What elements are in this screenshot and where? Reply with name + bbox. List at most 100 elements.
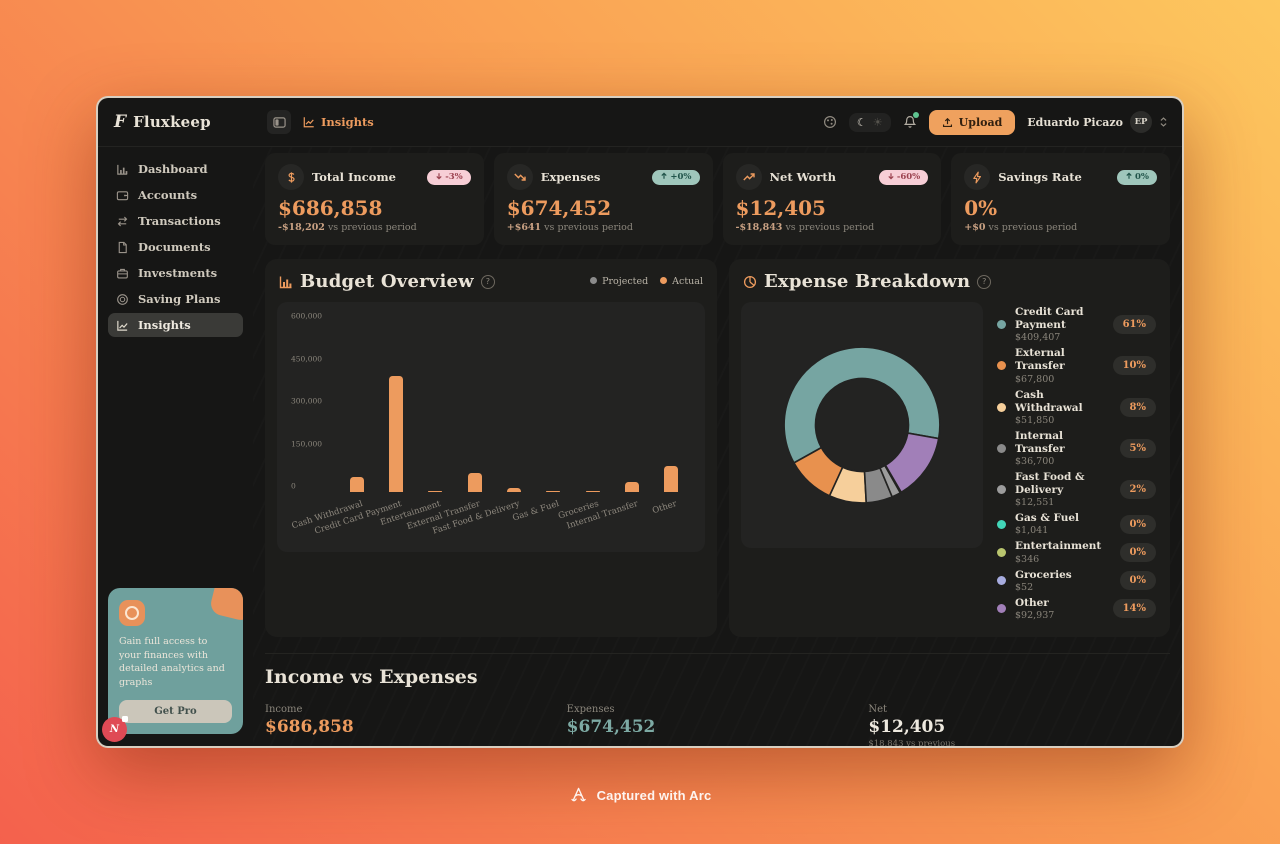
bar-plot	[337, 322, 691, 492]
expense-breakdown-card: Expense Breakdown ? Credit Card Payment $…	[729, 259, 1170, 637]
expense-percent-badge: 0%	[1119, 571, 1156, 591]
breadcrumb[interactable]: Insights	[303, 115, 374, 129]
y-tick-label: 0	[291, 481, 296, 491]
sidebar-item-label: Saving Plans	[138, 292, 221, 306]
stat-change-badge: 0%	[1117, 169, 1157, 185]
legend-dot	[997, 485, 1006, 495]
theme-toggle[interactable]: ☾ ☀	[848, 112, 891, 132]
sun-icon[interactable]: ☀	[872, 115, 883, 129]
bar-cash-withdrawal	[349, 477, 364, 492]
bar-chart-panel: 600,000 450,000 300,000 150,000 0 Cash Withd…	[277, 302, 705, 552]
stat-card-net-worth: Net Worth -60% $12,405 -$18,843 vs previous…	[722, 153, 942, 245]
stat-title: Savings Rate	[998, 170, 1082, 184]
legend-dot	[997, 361, 1006, 371]
expense-legend-row: Other $92,937 14%	[997, 595, 1156, 623]
expense-percent-badge: 14%	[1112, 599, 1156, 619]
donut-chart	[783, 346, 941, 504]
trend-up-icon	[735, 164, 762, 190]
collaborator-cursor-badge: N	[102, 716, 128, 742]
expense-legend-row: Internal Transfer $36,700 5%	[997, 428, 1156, 469]
sidebar-item-label: Insights	[138, 318, 191, 332]
stat-change-badge: +0%	[652, 169, 700, 185]
captured-with-arc: Captured with Arc	[569, 786, 712, 804]
expense-amount: $409,407	[1015, 332, 1061, 344]
get-pro-button[interactable]: Get Pro	[119, 700, 232, 723]
sidebar-item-saving-plans[interactable]: Saving Plans	[108, 287, 243, 311]
sidebar-item-transactions[interactable]: Transactions	[108, 209, 243, 233]
expense-name: Internal Transfer	[1015, 429, 1065, 455]
sidebar-toggle-button[interactable]	[267, 110, 291, 134]
expense-name: Gas & Fuel	[1015, 512, 1080, 525]
bar-slot	[455, 322, 494, 492]
bar-slot	[494, 322, 533, 492]
stat-subtext: -$18,202 vs previous period	[278, 222, 417, 233]
notifications-button[interactable]	[903, 112, 919, 129]
palette-icon[interactable]	[823, 115, 837, 129]
bar-groceries	[585, 490, 600, 492]
help-icon[interactable]: ?	[480, 274, 495, 289]
swap-arrows-icon	[116, 215, 129, 228]
sidebar-item-accounts[interactable]: Accounts	[108, 183, 243, 207]
legend-item-projected: Projected	[590, 276, 648, 287]
help-icon[interactable]: ?	[977, 274, 992, 289]
donut-slice-other	[884, 432, 940, 494]
expense-amount: $51,850	[1015, 414, 1055, 426]
expense-legend-row: External Transfer $67,800 10%	[997, 345, 1156, 386]
sidebar-item-label: Transactions	[138, 214, 221, 228]
bar-slot	[376, 322, 415, 492]
caption-text: Captured with Arc	[596, 787, 712, 803]
expense-legend-row: Credit Card Payment $409,407 61%	[997, 304, 1156, 345]
user-menu[interactable]: Eduardo Picazo EP	[1027, 111, 1168, 133]
sidebar-item-investments[interactable]: Investments	[108, 261, 243, 285]
moon-icon[interactable]: ☾	[856, 115, 867, 129]
expense-percent-badge: 0%	[1119, 514, 1156, 534]
stat-value: 0%	[964, 196, 998, 220]
expense-name: External Transfer	[1015, 347, 1065, 373]
stat-title: Net Worth	[769, 170, 837, 184]
chevron-up-down-icon	[1160, 117, 1167, 127]
income-vs-expenses-title: Income vs Expenses	[265, 665, 478, 688]
net-subtext: $18,843 vs previous	[868, 738, 956, 746]
expenses-label: Expenses	[566, 703, 615, 715]
expense-amount: $67,800	[1015, 373, 1055, 385]
expense-amount: $12,551	[1015, 497, 1055, 509]
app-window: F Fluxkeep Insights	[96, 96, 1184, 748]
budget-overview-card: Budget Overview ? Projected Actual 600,00…	[265, 259, 717, 637]
bar-slot	[416, 322, 455, 492]
sidebar-item-label: Dashboard	[138, 162, 208, 176]
income-block: Income $686,858	[265, 704, 567, 746]
expense-name: Credit Card Payment	[1015, 306, 1084, 332]
y-tick-label: 150,000	[291, 439, 323, 448]
y-tick-label: 300,000	[291, 396, 323, 406]
notification-dot	[912, 112, 919, 118]
bar-external-transfer	[467, 472, 482, 492]
expense-name: Groceries	[1015, 568, 1072, 581]
avatar: EP	[1130, 111, 1152, 133]
upload-button[interactable]: Upload	[928, 109, 1016, 135]
bar-gas-fuel	[546, 490, 561, 492]
bar-entertainment	[428, 490, 443, 492]
upload-icon	[942, 117, 952, 127]
chart-column-icon	[116, 163, 129, 176]
expense-percent-badge: 0%	[1119, 542, 1156, 562]
legend-dot	[997, 547, 1006, 557]
stat-card-total-income: Total Income -3% $686,858 -$18,202 vs previ…	[265, 153, 484, 245]
y-axis: 600,000 450,000 300,000 150,000 0	[291, 312, 337, 492]
pro-badge-icon	[119, 599, 145, 626]
expense-percent-badge: 8%	[1119, 397, 1156, 417]
stat-subtext: +$0 vs previous period	[964, 222, 1078, 233]
sidebar-item-dashboard[interactable]: Dashboard	[108, 157, 243, 181]
legend-dot	[997, 519, 1006, 529]
stat-title: Expenses	[540, 170, 601, 184]
decorative-blob	[208, 587, 243, 623]
bar-other	[664, 465, 679, 492]
expense-percent-badge: 61%	[1112, 315, 1156, 335]
stat-card-expenses: Expenses +0% $674,452 +$641 vs previous per…	[493, 153, 713, 245]
chart-line-icon	[303, 116, 315, 128]
sidebar-item-insights[interactable]: Insights	[108, 313, 243, 337]
trend-down-icon	[506, 164, 533, 190]
sidebar-item-documents[interactable]: Documents	[108, 235, 243, 259]
stat-change-badge: -60%	[878, 169, 929, 185]
budget-overview-title: Budget Overview	[300, 271, 474, 292]
user-name: Eduardo Picazo	[1027, 115, 1123, 129]
